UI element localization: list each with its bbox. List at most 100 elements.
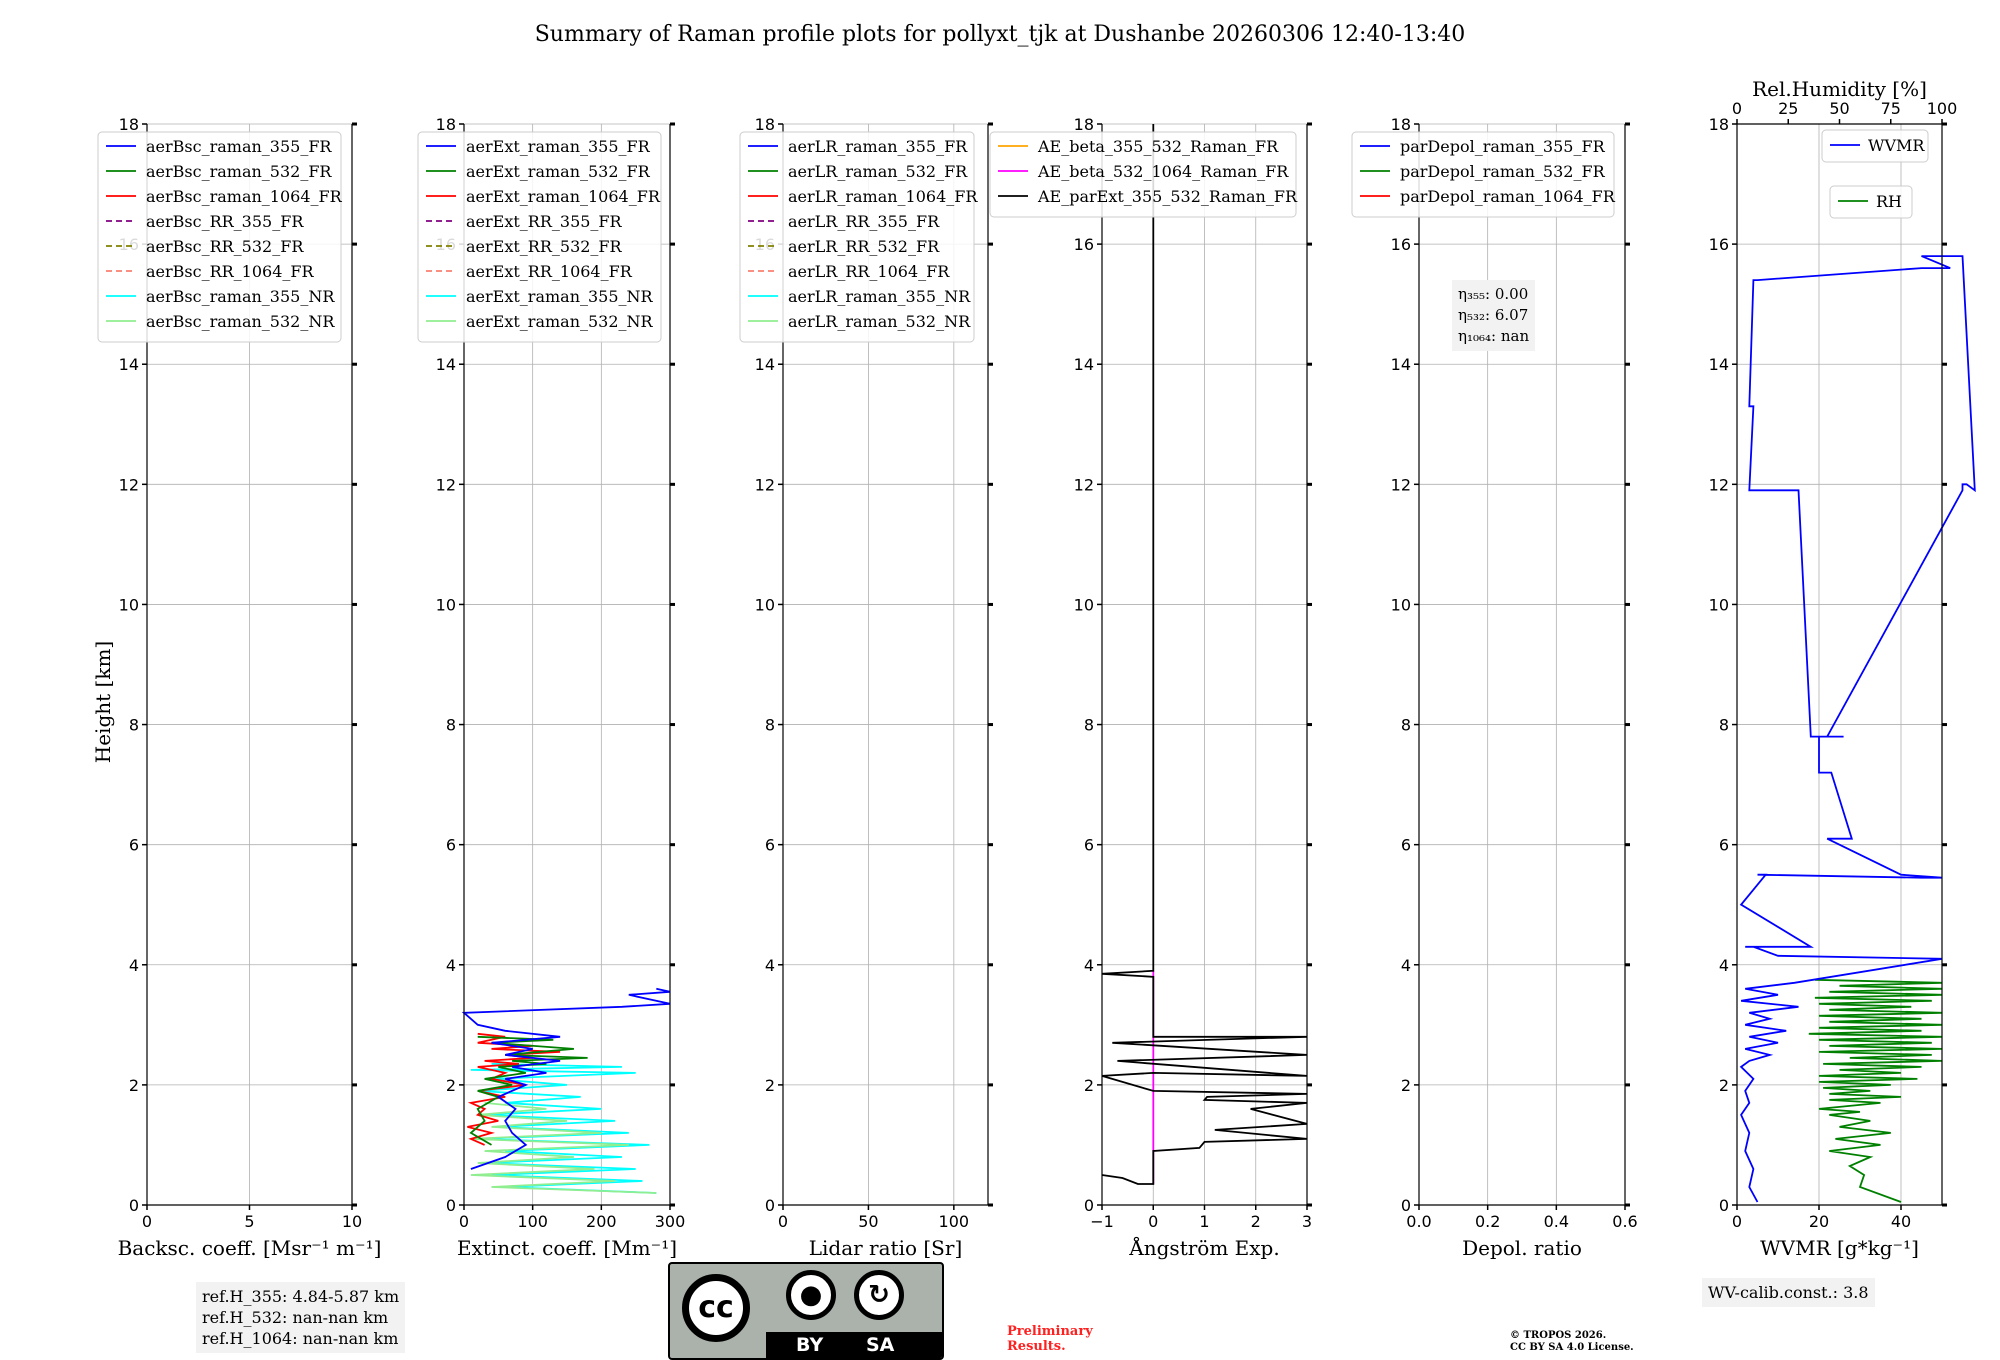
legend-entry: aerBsc_raman_532_NR [146,312,335,331]
top-axis-label: Rel.Humidity [%] [1752,77,1927,101]
x-axis-label: Ångström Exp. [1128,1235,1279,1260]
x-tick-label: 300 [655,1212,686,1231]
y-tick-label: 2 [765,1076,775,1095]
legend-entry: aerExt_raman_1064_FR [466,187,661,206]
cc-icon: cc [682,1274,750,1342]
legend-entry: aerLR_RR_1064_FR [788,262,950,281]
x-tick-label: 0 [142,1212,152,1231]
x-tick-label: 0.0 [1406,1212,1431,1231]
wv-calib-const: WV-calib.const.: 3.8 [1708,1283,1869,1302]
legend-entry: aerExt_raman_532_NR [466,312,654,331]
y-tick-label: 2 [1084,1076,1094,1095]
x-tick-label: 0.4 [1544,1212,1569,1231]
legend-box [97,131,342,343]
x-tick-label: 5 [244,1212,254,1231]
legend-entry: aerLR_raman_355_FR [788,137,968,156]
y-tick-label: 4 [1084,956,1094,975]
refh-1064: ref.H_1064: nan-nan km [202,1329,399,1348]
y-tick-label: 16 [1709,235,1729,254]
series-line-RH [1808,978,1943,1203]
legend-entry: aerExt_RR_355_FR [466,212,623,231]
y-tick-label: 4 [446,956,456,975]
eta-532: η₅₃₂: 6.07 [1458,306,1529,324]
x-tick-label: 0 [1732,1212,1742,1231]
y-tick-label: 2 [446,1076,456,1095]
legend-entry: aerLR_RR_532_FR [788,237,940,256]
series-line-aerExt_raman_355_FR [461,987,671,1170]
x-tick-label: 100 [939,1212,970,1231]
y-tick-label: 0 [446,1196,456,1215]
person-icon: ● [786,1270,836,1320]
top-tick-label: 50 [1829,99,1849,118]
x-tick-label: 20 [1809,1212,1829,1231]
y-tick-label: 0 [1084,1196,1094,1215]
x-tick-label: 10 [342,1212,362,1231]
legend-entry: aerBsc_raman_355_FR [146,137,332,156]
preliminary-line1: Preliminary [1007,1324,1093,1339]
y-tick-label: 8 [1084,716,1094,735]
license-by-label: BY [796,1334,824,1356]
y-tick-label: 18 [755,115,775,134]
series-line-aerExt_raman_532_FR [469,1035,588,1146]
legend-entry: parDepol_raman_1064_FR [1400,187,1616,206]
legend-box [1829,185,1913,219]
legend-entry: AE_parExt_355_532_Raman_FR [1037,187,1298,206]
x-tick-label: 50 [858,1212,878,1231]
y-tick-label: 8 [765,716,775,735]
x-axis-label: Lidar ratio [Sr] [809,1236,963,1260]
series-line-AE_parExt_355_532_Raman_FR [1101,124,1308,1185]
y-tick-label: 8 [129,716,139,735]
y-tick-label: 12 [1074,475,1094,494]
legend-entry: aerBsc_raman_355_NR [146,287,335,306]
y-tick-label: 2 [1401,1076,1411,1095]
y-tick-label: 0 [129,1196,139,1215]
x-tick-label: 1 [1199,1212,1209,1231]
x-tick-label: 40 [1891,1212,1911,1231]
legend-entry: aerBsc_RR_355_FR [146,212,304,231]
y-tick-label: 6 [765,836,775,855]
y-tick-label: 12 [119,475,139,494]
y-tick-label: 16 [1391,235,1411,254]
license-bar: BY SA [766,1332,942,1358]
legend-box [1821,129,1929,163]
y-tick-label: 6 [1401,836,1411,855]
legend-entry: AE_beta_532_1064_Raman_FR [1037,162,1289,181]
wv-calibration-box: WV-calib.const.: 3.8 [1702,1278,1875,1307]
y-tick-label: 4 [129,956,139,975]
y-tick-label: 10 [1391,595,1411,614]
legend-entry: aerBsc_RR_1064_FR [146,262,315,281]
x-tick-label: 0.2 [1475,1212,1500,1231]
y-tick-label: 10 [755,595,775,614]
y-tick-label: 12 [1709,475,1729,494]
legend-entry: aerExt_raman_532_FR [466,162,651,181]
eta-1064: η₁₀₆₄: nan [1458,327,1530,345]
series-line-WVMR [1739,255,1976,1203]
top-tick-label: 25 [1778,99,1798,118]
y-tick-label: 10 [119,595,139,614]
x-tick-label: 2 [1251,1212,1261,1231]
x-tick-label: 0 [1148,1212,1158,1231]
x-tick-label: 3 [1302,1212,1312,1231]
license-sa-label: SA [866,1334,895,1356]
share-alike-icon: ↻ [854,1270,904,1320]
y-tick-label: 16 [1074,235,1094,254]
y-tick-label: 10 [1074,595,1094,614]
legend-entry: aerLR_RR_355_FR [788,212,940,231]
x-axis-label: Extinct. coeff. [Mm⁻¹] [457,1236,677,1260]
legend-entry: aerExt_RR_1064_FR [466,262,633,281]
top-tick-label: 0 [1732,99,1742,118]
legend-entry: aerBsc_RR_532_FR [146,237,304,256]
refh-532: ref.H_532: nan-nan km [202,1308,389,1327]
y-tick-label: 14 [119,355,139,374]
legend-entry: aerLR_raman_355_NR [788,287,971,306]
legend-box [739,131,975,343]
y-tick-label: 14 [436,355,456,374]
y-tick-label: 18 [1709,115,1729,134]
x-axis-label: Backsc. coeff. [Msr⁻¹ m⁻¹] [118,1236,382,1260]
y-tick-label: 14 [1709,355,1729,374]
figure-title: Summary of Raman profile plots for polly… [534,22,1466,47]
x-tick-label: 0.6 [1612,1212,1637,1231]
legend-entry: aerLR_raman_532_FR [788,162,968,181]
